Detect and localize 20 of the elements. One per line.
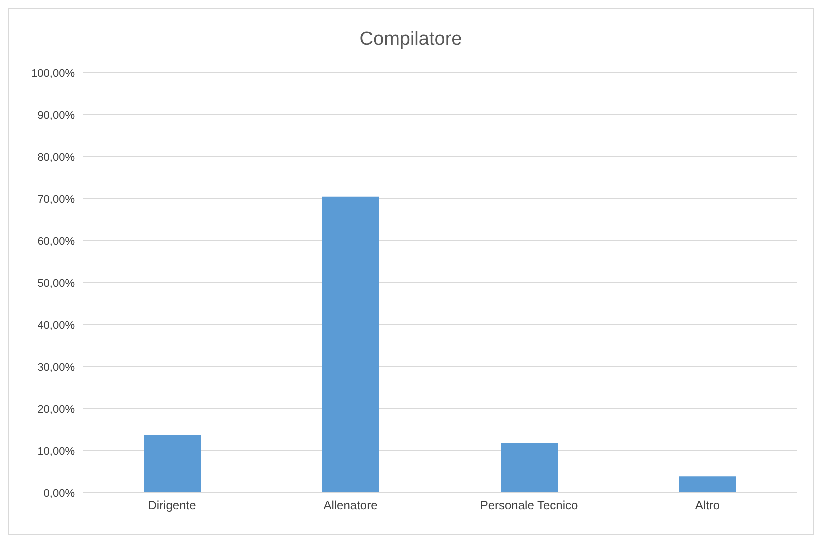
bar <box>501 443 558 493</box>
x-tick-label: Altro <box>695 498 720 513</box>
y-tick-label: 20,00% <box>38 404 76 416</box>
y-tick-label: 10,00% <box>38 446 76 458</box>
bar <box>144 435 201 493</box>
y-tick-label: 40,00% <box>38 320 76 332</box>
y-tick-label: 70,00% <box>38 194 76 206</box>
y-tick-label: 90,00% <box>38 110 76 122</box>
bar <box>680 476 736 493</box>
x-tick-label: Dirigente <box>148 498 197 513</box>
bar <box>322 196 380 493</box>
chart-title: Compilatore <box>358 28 464 52</box>
y-tick-label: 60,00% <box>38 236 76 248</box>
x-tick-label: Allenatore <box>324 498 378 513</box>
y-tick-label: 100,00% <box>32 68 76 80</box>
y-tick-label: 80,00% <box>38 152 76 164</box>
y-tick-label: 30,00% <box>38 362 76 374</box>
x-tick-label: Personale Tecnico <box>480 498 578 513</box>
y-tick-label: 0,00% <box>44 488 76 500</box>
y-tick-label: 50,00% <box>38 278 76 290</box>
